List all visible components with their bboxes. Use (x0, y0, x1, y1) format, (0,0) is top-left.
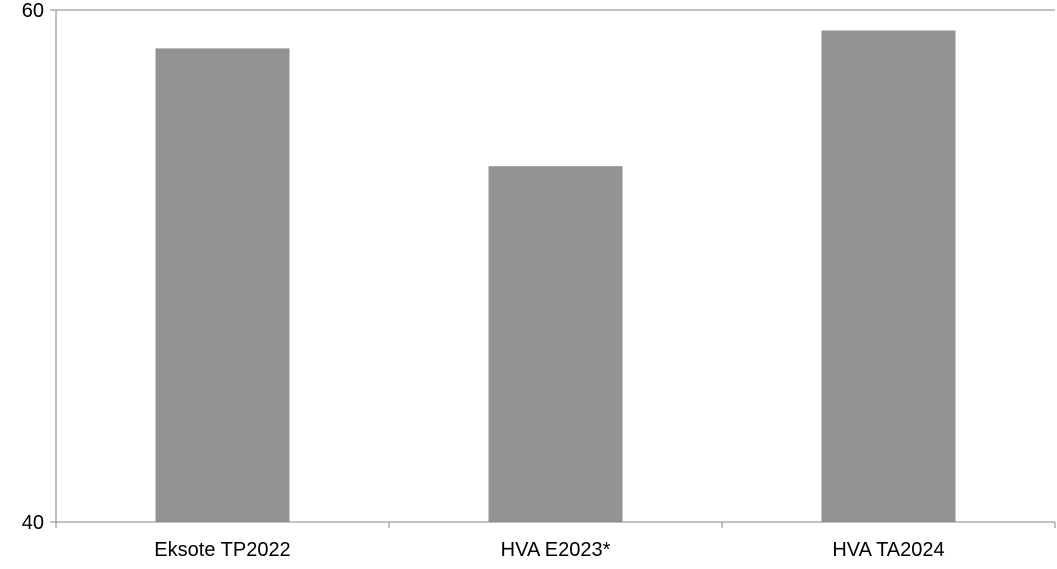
bars-group (155, 30, 956, 523)
bar-2 (488, 166, 623, 522)
tick-marks-group (50, 9, 1056, 528)
x-category-label-2: HVA E2023* (501, 539, 611, 561)
y-tick-label-bottom: 40 (22, 512, 44, 534)
x-category-label-3: HVA TA2024 (832, 539, 944, 561)
bar-1 (155, 48, 290, 523)
x-category-label-1: Eksote TP2022 (154, 539, 290, 561)
y-tick-label-top: 60 (22, 0, 44, 22)
bar-3 (821, 30, 956, 522)
